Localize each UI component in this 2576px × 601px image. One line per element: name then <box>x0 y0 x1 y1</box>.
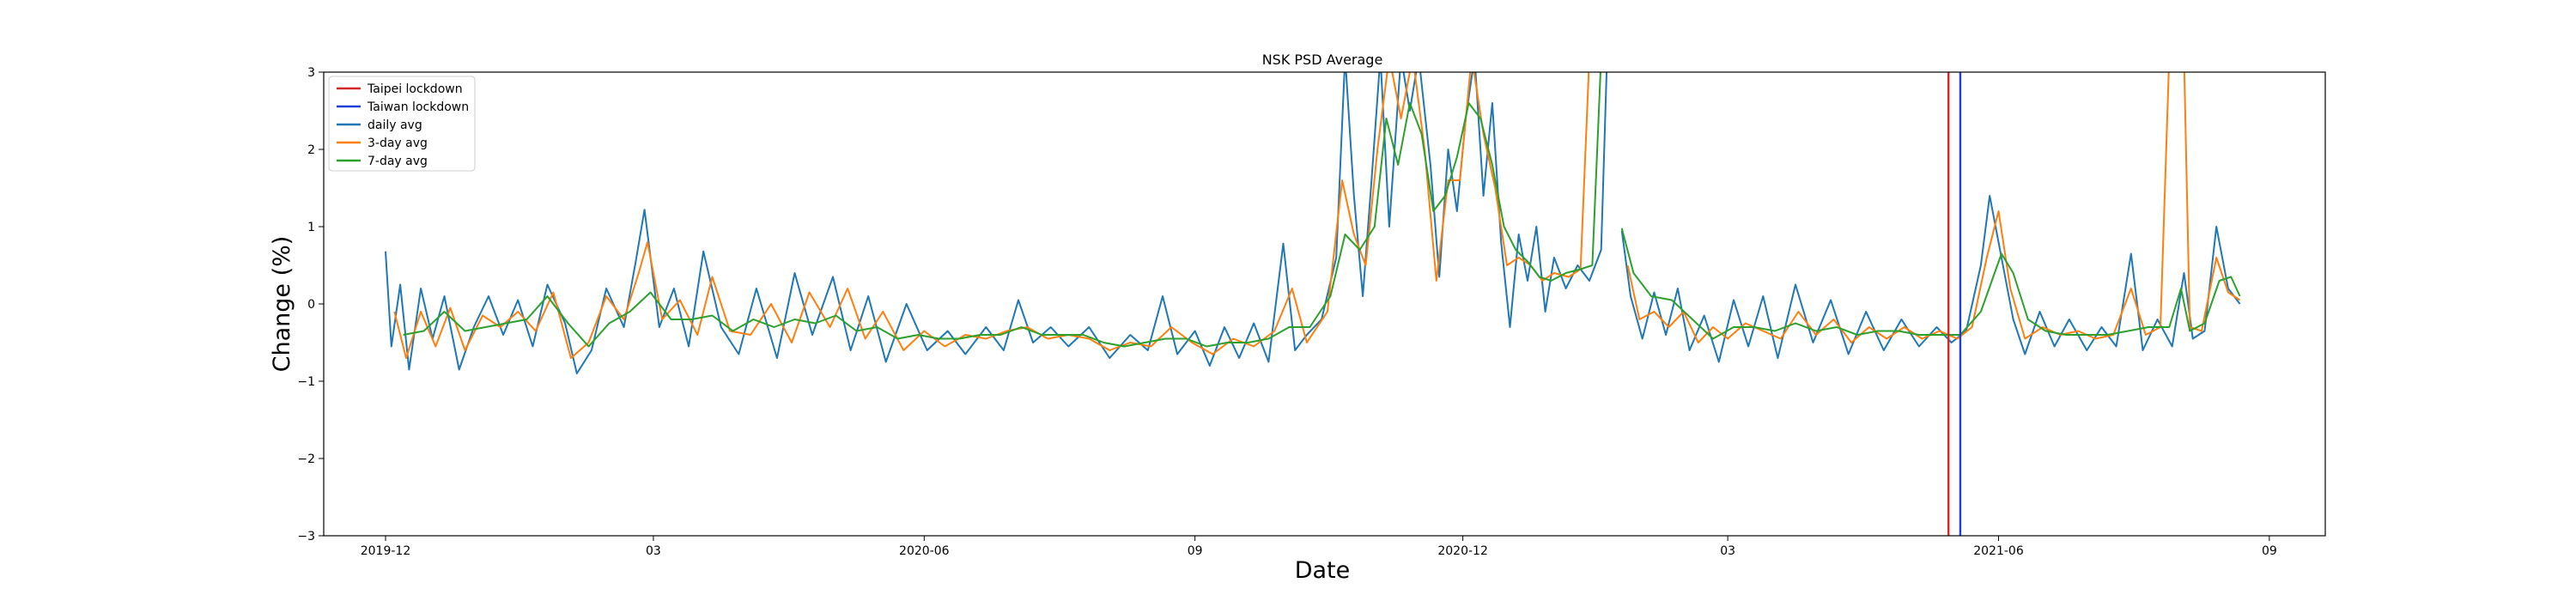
legend-label: 7-day avg <box>368 155 428 168</box>
x-tick-label: 2020-12 <box>1437 544 1488 558</box>
x-tick-label: 09 <box>2262 544 2277 558</box>
x-axis-ticks: 2019-12 03 2020-06 09 2020-12 03 2021-06 09 <box>361 536 2277 558</box>
legend-label: Taiwan lockdown <box>367 100 469 114</box>
chart-title: NSK PSD Average <box>1262 52 1383 68</box>
y-tick-label: 0 <box>307 298 315 312</box>
y-axis-ticks: −3 −2 −1 0 1 2 3 <box>297 66 324 543</box>
x-tick-label: 2020-06 <box>899 544 950 558</box>
y-tick-label: −1 <box>297 375 315 389</box>
y-tick-label: −3 <box>297 530 315 543</box>
x-tick-label: 03 <box>1720 544 1735 558</box>
legend-label: daily avg <box>368 118 422 132</box>
y-tick-label: −2 <box>297 452 315 466</box>
x-axis-label: Date <box>1295 557 1351 584</box>
series-line-7-day-avg <box>403 72 1601 348</box>
legend-label: Taipei lockdown <box>367 82 463 96</box>
series-line-3-day-avg <box>2183 72 2241 332</box>
y-tick-label: 1 <box>307 221 315 234</box>
legend-label: 3-day avg <box>368 137 428 150</box>
y-axis-label: Change (%) <box>269 236 295 373</box>
plot-area <box>385 72 2241 374</box>
legend-box <box>328 76 476 172</box>
legend: Taipei lockdown Taiwan lockdown daily avg 3… <box>328 76 476 172</box>
x-tick-label: 2019-12 <box>361 544 411 558</box>
x-tick-label: 09 <box>1188 544 1203 558</box>
x-tick-label: 03 <box>646 544 661 558</box>
lockdown-markers <box>1947 72 1962 536</box>
y-tick-label: 3 <box>307 66 315 80</box>
y-tick-label: 2 <box>307 143 315 157</box>
x-tick-label: 2021-06 <box>1973 544 2024 558</box>
axes-frame <box>323 71 2326 537</box>
series-line-3-day-avg <box>1626 72 2170 343</box>
